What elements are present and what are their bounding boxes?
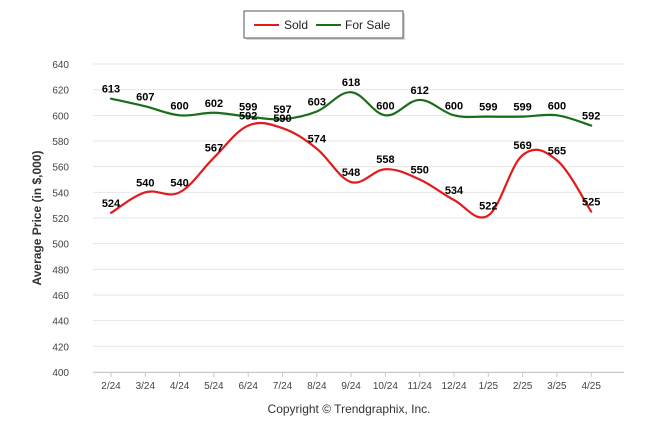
x-tick-label: 4/25 [581,381,601,392]
data-label-for-sale: 592 [582,111,600,123]
data-label-sold: 590 [273,113,291,125]
x-tick-label: 4/24 [170,381,190,392]
series-line-sold [109,121,593,219]
data-label-for-sale: 599 [513,102,531,114]
x-tick-label: 8/24 [307,381,327,392]
data-label-for-sale: 599 [479,102,497,114]
data-label-sold: 550 [411,165,429,177]
legend-label-sold: Sold [284,18,308,32]
data-label-sold: 524 [102,198,121,210]
y-tick-label: 500 [52,240,69,251]
y-axis-ticks: 400 420 440 460 480 500 520 540 560 580 600 620 640 [52,60,69,379]
data-label-sold: 534 [445,185,464,197]
x-tick-label: 2/24 [101,381,121,392]
x-tick-label: 6/24 [238,381,258,392]
x-tick-label: 11/24 [408,381,433,392]
data-label-for-sale: 607 [136,91,154,103]
legend-label-for-sale: For Sale [345,18,391,32]
y-tick-label: 560 [52,163,69,174]
data-label-for-sale: 597 [273,104,291,116]
data-labels: 613 607 600 602 599 597 603 618 600 612 600 599 599 6… [102,77,601,212]
x-tick-label: 7/24 [273,381,293,392]
legend[interactable]: Sold For Sale [243,10,405,40]
data-label-sold: 525 [582,197,600,209]
data-label-sold: 548 [342,167,360,179]
y-tick-label: 540 [52,188,69,199]
copyright-caption: Copyright © Trendgraphix, Inc. [268,402,431,416]
data-label-for-sale: 600 [548,100,566,112]
x-tick-label: 1/25 [479,381,499,392]
data-label-sold: 540 [170,177,188,189]
data-label-for-sale: 600 [170,100,188,112]
y-tick-label: 640 [52,60,69,71]
y-tick-label: 480 [52,265,69,276]
data-label-sold: 592 [239,111,257,123]
x-tick-label: 9/24 [341,381,361,392]
series-line-for-sale [109,91,593,127]
data-label-for-sale: 603 [308,96,326,108]
y-axis-label: Average Price (in $,000) [30,151,44,286]
x-axis-ticks: 2/24 3/24 4/24 5/24 6/24 7/24 8/24 9/24 10/24 11/… [101,372,601,392]
y-tick-label: 440 [52,317,69,328]
data-label-for-sale: 600 [445,100,463,112]
y-tick-label: 400 [52,368,69,379]
data-label-sold: 569 [513,140,531,152]
data-label-sold: 567 [205,143,223,155]
y-tick-label: 620 [52,86,69,97]
data-label-for-sale: 618 [342,77,360,89]
series-lines [109,91,593,219]
data-label-sold: 558 [376,154,394,166]
data-label-sold: 540 [136,177,154,189]
data-label-for-sale: 602 [205,98,223,110]
x-tick-label: 12/24 [441,381,466,392]
data-label-for-sale: 612 [411,85,429,97]
y-tick-label: 580 [52,137,69,148]
data-label-for-sale: 599 [239,102,257,114]
data-label-sold: 522 [479,200,497,212]
y-tick-label: 460 [52,291,69,302]
data-label-for-sale: 613 [102,84,120,96]
data-label-sold: 565 [548,145,566,157]
x-tick-label: 10/24 [373,381,398,392]
x-tick-label: 3/24 [136,381,156,392]
y-tick-label: 600 [52,111,69,122]
data-label-for-sale: 600 [376,100,394,112]
y-tick-label: 420 [52,342,69,353]
x-tick-label: 2/25 [513,381,533,392]
y-tick-label: 520 [52,214,69,225]
data-label-sold: 574 [308,134,327,146]
x-tick-label: 3/25 [547,381,567,392]
x-tick-label: 5/24 [204,381,224,392]
